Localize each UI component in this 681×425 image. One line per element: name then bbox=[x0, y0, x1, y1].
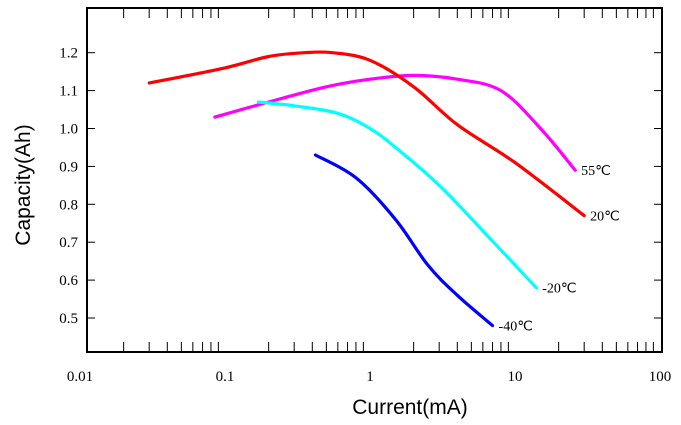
series-line-0 bbox=[213, 73, 577, 172]
series-labels: 55℃ 20℃ -20℃ -40℃ bbox=[499, 164, 620, 334]
x-tick-label: 10 bbox=[508, 369, 523, 385]
y-tick-label: 0.5 bbox=[59, 311, 78, 327]
x-axis-title: Current(mA) bbox=[352, 396, 468, 419]
series-label-1: 20℃ bbox=[590, 210, 620, 225]
y-tick-label: 1.1 bbox=[59, 84, 78, 100]
series-line-3 bbox=[313, 153, 495, 328]
series-label-2: -20℃ bbox=[542, 282, 576, 297]
y-tick-label: 0.9 bbox=[59, 159, 78, 175]
x-tick-label: 0.1 bbox=[216, 369, 235, 385]
series-layer bbox=[147, 50, 586, 328]
y-axis-title: Capacity(Ah) bbox=[12, 124, 35, 245]
y-tick-labels: 0.5 0.6 0.7 0.8 0.9 1.0 1.1 1.2 bbox=[59, 46, 78, 327]
series-line-1 bbox=[147, 50, 586, 218]
y-tick-label: 1.2 bbox=[59, 46, 78, 62]
plot-frame bbox=[86, 7, 663, 353]
series-label-0: 55℃ bbox=[581, 164, 611, 179]
x-tick-label: 1 bbox=[366, 369, 374, 385]
series-label-3: -40℃ bbox=[499, 320, 533, 335]
x-tick-label: 0.01 bbox=[67, 369, 93, 385]
y-tick-label: 0.7 bbox=[59, 235, 78, 251]
x-tick-labels: 0.01 0.1 1 10 100 bbox=[67, 369, 671, 385]
plot-border bbox=[86, 7, 663, 353]
x-tick-label: 100 bbox=[649, 369, 672, 385]
y-tick-label: 0.6 bbox=[59, 273, 78, 289]
y-tick-label: 0.8 bbox=[59, 197, 78, 213]
series-line-2 bbox=[256, 100, 538, 290]
y-tick-label: 1.0 bbox=[59, 122, 78, 138]
plot-area bbox=[87, 8, 662, 352]
